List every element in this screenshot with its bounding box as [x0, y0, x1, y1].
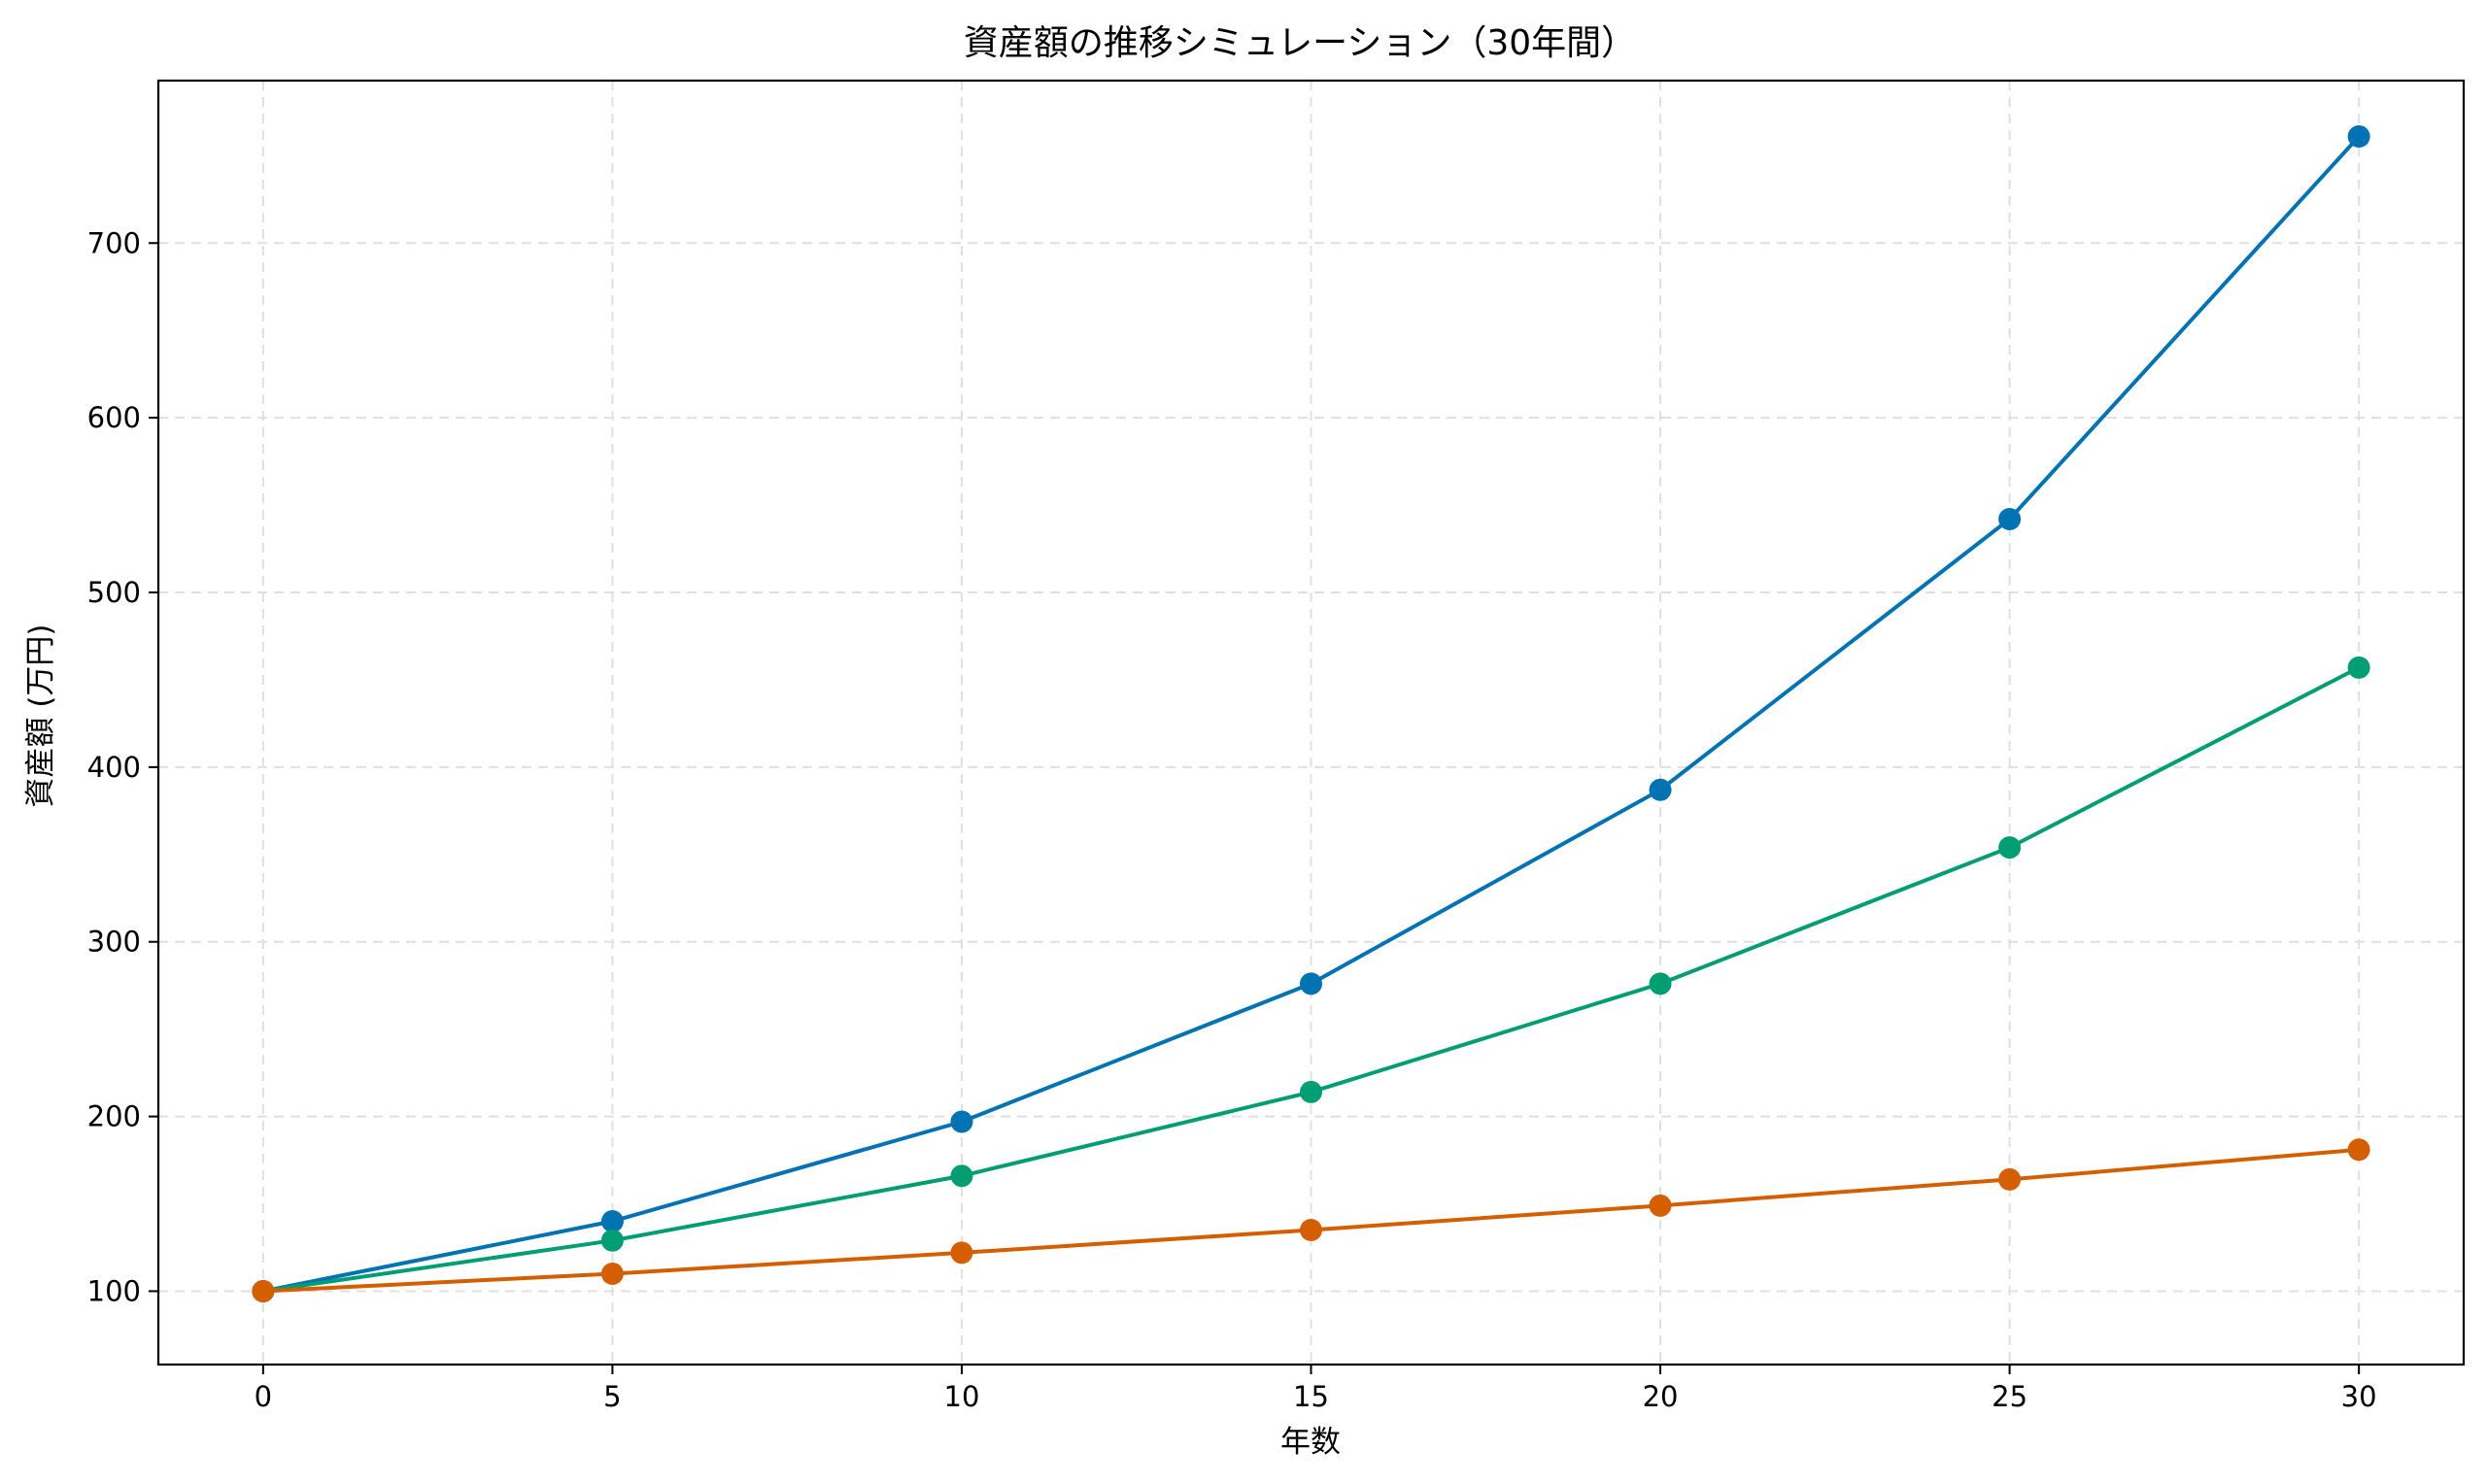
y-tick-label: 700 — [87, 226, 141, 259]
data-point-marker — [252, 1279, 275, 1302]
data-point-marker — [950, 1110, 973, 1133]
y-tick-label: 500 — [87, 576, 141, 609]
y-axis-label: 資産額 (万円) — [23, 624, 58, 807]
x-tick-label: 30 — [2341, 1380, 2377, 1413]
data-series — [252, 125, 2370, 1302]
series-blue — [252, 125, 2370, 1302]
y-tick-label: 200 — [87, 1100, 141, 1133]
data-point-marker — [2347, 656, 2370, 679]
x-tick-label: 15 — [1293, 1380, 1329, 1413]
data-point-marker — [1649, 972, 1672, 995]
data-point-marker — [1998, 1167, 2022, 1191]
data-point-marker — [600, 1210, 624, 1233]
data-point-marker — [1300, 1219, 1322, 1242]
series-green — [252, 656, 2370, 1302]
x-tick-label: 25 — [1992, 1380, 2027, 1413]
data-point-marker — [1998, 507, 2022, 530]
data-point-marker — [2347, 125, 2370, 149]
grid-lines — [158, 81, 2464, 1365]
data-point-marker — [600, 1262, 624, 1285]
data-point-marker — [950, 1164, 973, 1188]
data-point-marker — [1300, 1080, 1322, 1103]
data-point-marker — [1649, 778, 1672, 801]
y-tick-label: 100 — [87, 1274, 141, 1307]
y-axis-ticks: 100 200 300 400 500 600 700 — [87, 226, 158, 1307]
series-orange — [252, 1138, 2370, 1302]
data-point-marker — [1998, 836, 2022, 860]
data-point-marker — [600, 1229, 624, 1252]
data-point-marker — [2347, 1138, 2370, 1162]
y-tick-label: 300 — [87, 926, 141, 959]
chart-title: 資産額の推移シミュレーション（30年間） — [964, 23, 1636, 63]
data-point-marker — [1300, 972, 1322, 995]
x-tick-label: 10 — [944, 1380, 980, 1413]
y-tick-label: 400 — [87, 751, 141, 784]
x-axis-ticks: 0 5 10 15 20 25 30 — [255, 1365, 2377, 1413]
data-point-marker — [950, 1241, 973, 1265]
x-tick-label: 5 — [603, 1380, 621, 1413]
y-tick-label: 600 — [87, 401, 141, 434]
x-axis-label: 年数 — [1280, 1425, 1341, 1460]
x-tick-label: 20 — [1643, 1380, 1679, 1413]
data-point-marker — [1649, 1194, 1672, 1217]
x-tick-label: 0 — [255, 1380, 272, 1413]
